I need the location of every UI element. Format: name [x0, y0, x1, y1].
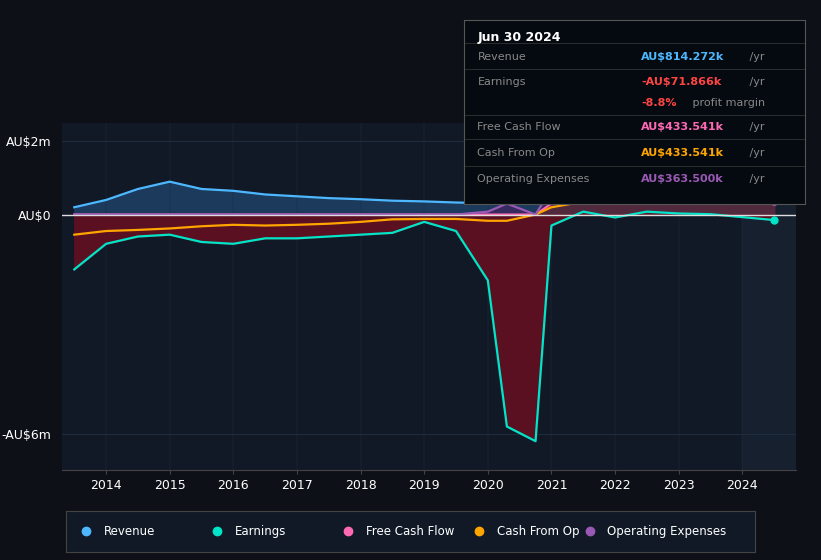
Text: Cash From Op: Cash From Op: [497, 525, 579, 538]
Text: Revenue: Revenue: [478, 52, 526, 62]
Text: /yr: /yr: [746, 174, 764, 184]
Text: /yr: /yr: [746, 52, 764, 62]
Text: AU$433.541k: AU$433.541k: [641, 148, 724, 158]
Text: profit margin: profit margin: [689, 98, 765, 108]
Bar: [742, 123, 796, 470]
Text: /yr: /yr: [746, 77, 764, 87]
Text: /yr: /yr: [746, 122, 764, 132]
Text: -8.8%: -8.8%: [641, 98, 677, 108]
Text: -AU$71.866k: -AU$71.866k: [641, 77, 722, 87]
Text: Free Cash Flow: Free Cash Flow: [478, 122, 561, 132]
Text: Earnings: Earnings: [478, 77, 526, 87]
Text: AU$814.272k: AU$814.272k: [641, 52, 724, 62]
Text: AU$363.500k: AU$363.500k: [641, 174, 723, 184]
Text: Operating Expenses: Operating Expenses: [478, 174, 589, 184]
Text: Revenue: Revenue: [103, 525, 155, 538]
Text: Earnings: Earnings: [235, 525, 286, 538]
Text: /yr: /yr: [746, 148, 764, 158]
Text: AU$433.541k: AU$433.541k: [641, 122, 724, 132]
Text: Cash From Op: Cash From Op: [478, 148, 555, 158]
Text: Free Cash Flow: Free Cash Flow: [365, 525, 454, 538]
Text: Jun 30 2024: Jun 30 2024: [478, 31, 561, 44]
Text: Operating Expenses: Operating Expenses: [607, 525, 727, 538]
